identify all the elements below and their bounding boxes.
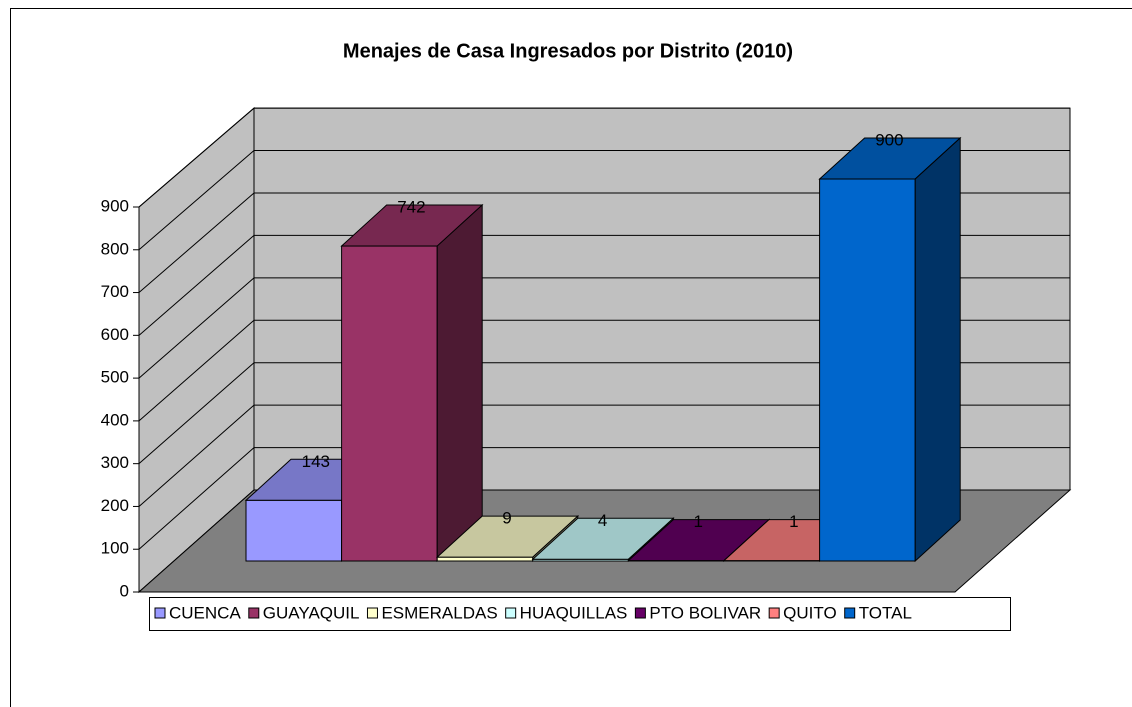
data-label: 9 xyxy=(502,509,511,528)
grid-line xyxy=(138,447,255,550)
grid-line xyxy=(138,107,255,208)
grid-line xyxy=(138,319,255,422)
data-label: 4 xyxy=(598,511,607,530)
legend-label: HUAQUILLAS xyxy=(520,603,628,622)
y-tick-label: 700 xyxy=(101,282,129,301)
grid-line xyxy=(138,404,255,507)
legend-label: CUENCA xyxy=(169,603,241,622)
legend xyxy=(149,597,1011,631)
legend-swatch xyxy=(154,607,166,619)
legend-swatch xyxy=(505,607,517,619)
data-label: 1 xyxy=(789,512,798,531)
legend-swatch xyxy=(366,607,378,619)
bar-side xyxy=(436,203,483,563)
legend-swatch xyxy=(634,607,646,619)
bar-front xyxy=(341,245,438,562)
data-label: 742 xyxy=(397,198,425,217)
legend-label: GUAYAQUIL xyxy=(263,603,360,622)
y-tick-label: 900 xyxy=(101,196,129,215)
bar-side xyxy=(914,136,961,563)
legend-label: ESMERALDAS xyxy=(381,603,497,622)
y-tick-label: 400 xyxy=(101,410,129,429)
bar-front xyxy=(819,178,916,562)
chart-title: Menajes de Casa Ingresados por Distrito … xyxy=(343,40,793,62)
bar-front xyxy=(436,556,534,562)
grid-line xyxy=(138,192,255,293)
data-label: 143 xyxy=(302,452,330,471)
grid-line xyxy=(138,362,255,465)
legend-swatch xyxy=(768,607,780,619)
legend-swatch xyxy=(248,607,260,619)
bar-front xyxy=(245,499,343,562)
data-label: 1 xyxy=(693,512,702,531)
legend-label: TOTAL xyxy=(859,603,912,622)
y-tick-label: 500 xyxy=(101,368,129,387)
y-tick-label: 200 xyxy=(101,496,129,515)
legend-label: PTO BOLIVAR xyxy=(649,603,761,622)
y-tick-label: 0 xyxy=(120,581,129,600)
y-tick-label: 600 xyxy=(101,325,129,344)
y-tick-label: 100 xyxy=(101,539,129,558)
grid-line xyxy=(138,150,255,251)
legend-swatch xyxy=(844,607,856,619)
grid-line xyxy=(138,277,255,379)
y-tick-label: 300 xyxy=(101,453,129,472)
data-label: 900 xyxy=(875,130,903,149)
y-tick-label: 800 xyxy=(101,239,129,258)
legend-label: QUITO xyxy=(783,603,837,622)
grid-line xyxy=(138,235,255,336)
